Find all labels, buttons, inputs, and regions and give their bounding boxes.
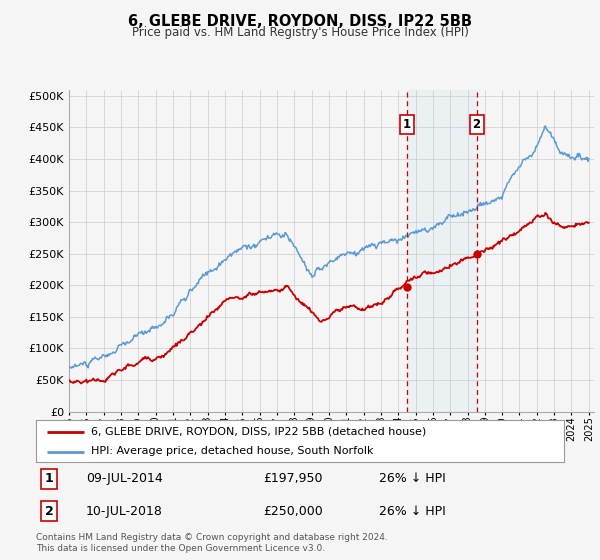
Text: 2: 2 — [45, 505, 53, 517]
Text: 26% ↓ HPI: 26% ↓ HPI — [379, 505, 446, 517]
Text: Contains HM Land Registry data © Crown copyright and database right 2024.
This d: Contains HM Land Registry data © Crown c… — [36, 533, 388, 553]
Text: 6, GLEBE DRIVE, ROYDON, DISS, IP22 5BB: 6, GLEBE DRIVE, ROYDON, DISS, IP22 5BB — [128, 14, 472, 29]
Text: 6, GLEBE DRIVE, ROYDON, DISS, IP22 5BB (detached house): 6, GLEBE DRIVE, ROYDON, DISS, IP22 5BB (… — [91, 427, 427, 437]
Text: 26% ↓ HPI: 26% ↓ HPI — [379, 473, 446, 486]
Text: 09-JUL-2014: 09-JUL-2014 — [86, 473, 163, 486]
Text: 10-JUL-2018: 10-JUL-2018 — [86, 505, 163, 517]
Text: £250,000: £250,000 — [263, 505, 323, 517]
Text: £197,950: £197,950 — [263, 473, 323, 486]
Text: HPI: Average price, detached house, South Norfolk: HPI: Average price, detached house, Sout… — [91, 446, 374, 456]
Text: 2: 2 — [472, 118, 481, 131]
Bar — [407, 90, 476, 412]
Text: 1: 1 — [45, 473, 53, 486]
Text: 1: 1 — [403, 118, 411, 131]
Text: Price paid vs. HM Land Registry's House Price Index (HPI): Price paid vs. HM Land Registry's House … — [131, 26, 469, 39]
